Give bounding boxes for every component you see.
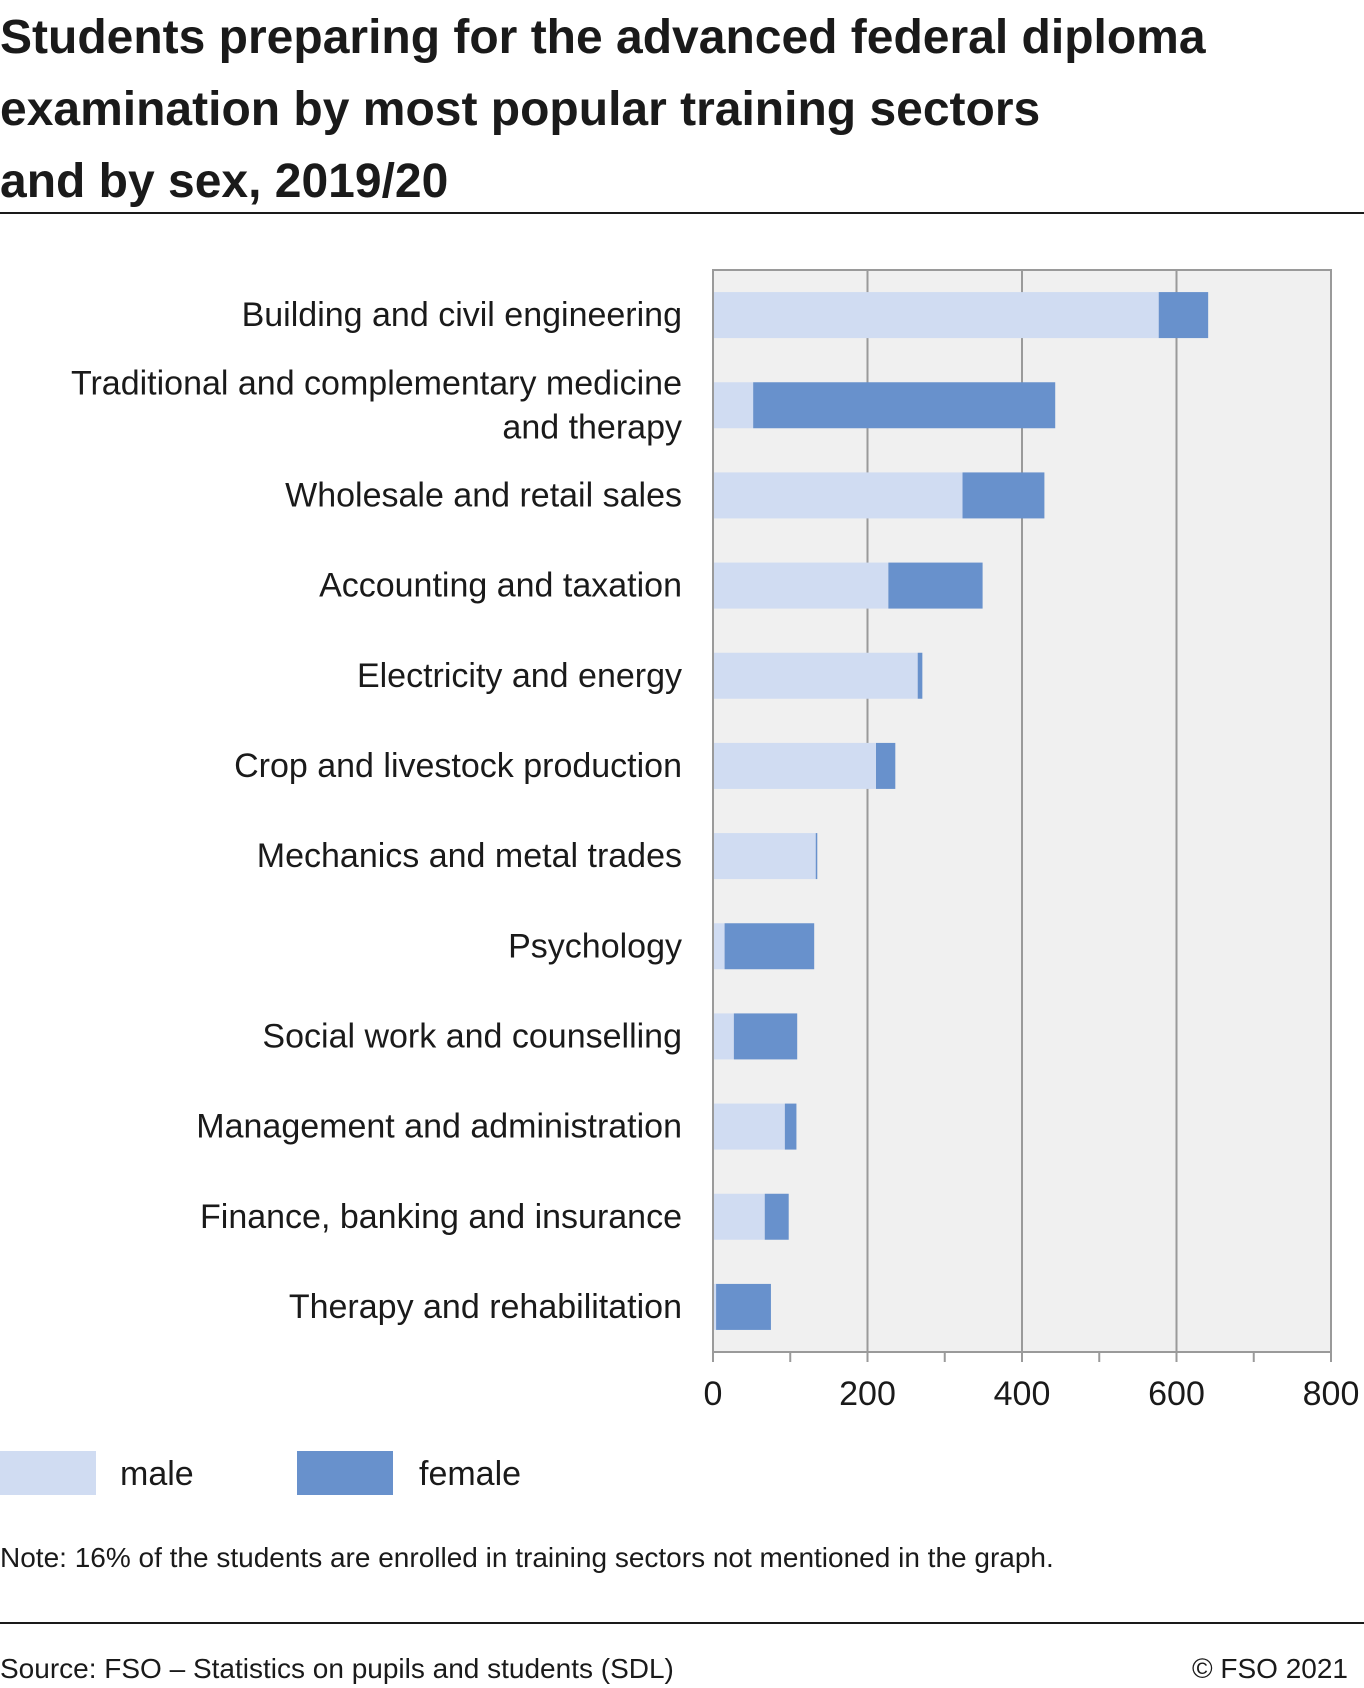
legend-swatch-male [0, 1451, 96, 1495]
bar-segment-female [815, 833, 818, 880]
bar-segment-male [713, 742, 876, 789]
x-tick-label: 200 [839, 1375, 896, 1413]
bar-segment-female [764, 1193, 789, 1240]
category-label: Electricity and energy [357, 657, 682, 695]
bar-segment-male [713, 1013, 734, 1060]
category-label: Finance, banking and insurance [200, 1198, 682, 1236]
bar-segment-female [784, 1103, 797, 1150]
category-label-line: Management and administration [196, 1108, 682, 1146]
chart-legend: male female [0, 1451, 700, 1497]
bar-segment-male [713, 472, 963, 519]
title-divider [0, 212, 1364, 214]
legend-swatch-female [297, 1451, 393, 1495]
bar-segment-female [888, 562, 983, 609]
bar-segment-female [917, 652, 923, 699]
bar-segment-male [713, 1103, 785, 1150]
bar-segment-male [713, 833, 816, 880]
bar-segment-female [733, 1013, 798, 1060]
category-label: Building and civil engineering [242, 296, 682, 334]
bar-segment-male [713, 292, 1159, 339]
category-label: Management and administration [196, 1108, 682, 1146]
category-label: Therapy and rehabilitation [289, 1288, 682, 1326]
category-label-line: Social work and counselling [262, 1017, 682, 1055]
x-tick-label: 800 [1303, 1375, 1360, 1413]
category-label-line: Traditional and complementary medicine [71, 364, 682, 402]
bar-segment-female [875, 742, 896, 789]
bar-segment-male [713, 382, 754, 429]
category-label: Accounting and taxation [319, 567, 682, 605]
footer-divider [0, 1622, 1364, 1624]
chart-title-line: examination by most popular training sec… [0, 83, 1041, 136]
category-label: Traditional and complementary medicine an… [71, 364, 682, 446]
bar-segment-female [724, 923, 815, 970]
x-tick-label: 400 [994, 1375, 1051, 1413]
copyright-text: © FSO 2021 [1191, 1653, 1348, 1684]
category-label: Mechanics and metal trades [257, 837, 682, 875]
category-label-line: Psychology [508, 927, 682, 965]
category-label-line: Electricity and energy [357, 657, 682, 695]
legend-label-female: female [419, 1455, 522, 1493]
bar-segment-female [962, 472, 1045, 519]
category-label: Psychology [508, 927, 682, 965]
category-label: Wholesale and retail sales [285, 476, 682, 514]
category-label-line: Therapy and rehabilitation [289, 1288, 682, 1326]
category-label: Crop and livestock production [234, 747, 682, 785]
category-label-line: Building and civil engineering [242, 296, 682, 334]
bar-segment-male [713, 652, 918, 699]
bar-segment-female [716, 1283, 771, 1330]
legend-label-male: male [120, 1455, 194, 1493]
bar-chart: Building and civil engineering Traditiona… [71, 269, 1360, 1413]
bar-segment-female [1158, 292, 1209, 339]
category-label-line: Mechanics and metal trades [257, 837, 682, 875]
x-tick-label: 600 [1148, 1375, 1205, 1413]
chart-title-line: and by sex, 2019/20 [0, 155, 449, 208]
category-label-line: Finance, banking and insurance [200, 1198, 682, 1236]
category-label-line: Accounting and taxation [319, 567, 682, 605]
bar-segment-female [753, 382, 1056, 429]
chart-title: Students preparing for the advanced fede… [0, 2, 1340, 218]
chart-note: Note: 16% of the students are enrolled i… [0, 1542, 1054, 1573]
x-tick-label: 0 [704, 1375, 723, 1413]
bar-segment-male [713, 562, 889, 609]
source-text: Source: FSO – Statistics on pupils and s… [0, 1653, 674, 1684]
category-label-line: and therapy [502, 408, 682, 446]
category-label-line: Wholesale and retail sales [285, 476, 682, 514]
category-label-line: Crop and livestock production [234, 747, 682, 785]
category-label: Social work and counselling [262, 1017, 682, 1055]
bar-segment-male [713, 1283, 717, 1330]
bar-segment-male [713, 923, 725, 970]
bar-segment-male [713, 1193, 765, 1240]
chart-title-line: Students preparing for the advanced fede… [0, 11, 1206, 64]
